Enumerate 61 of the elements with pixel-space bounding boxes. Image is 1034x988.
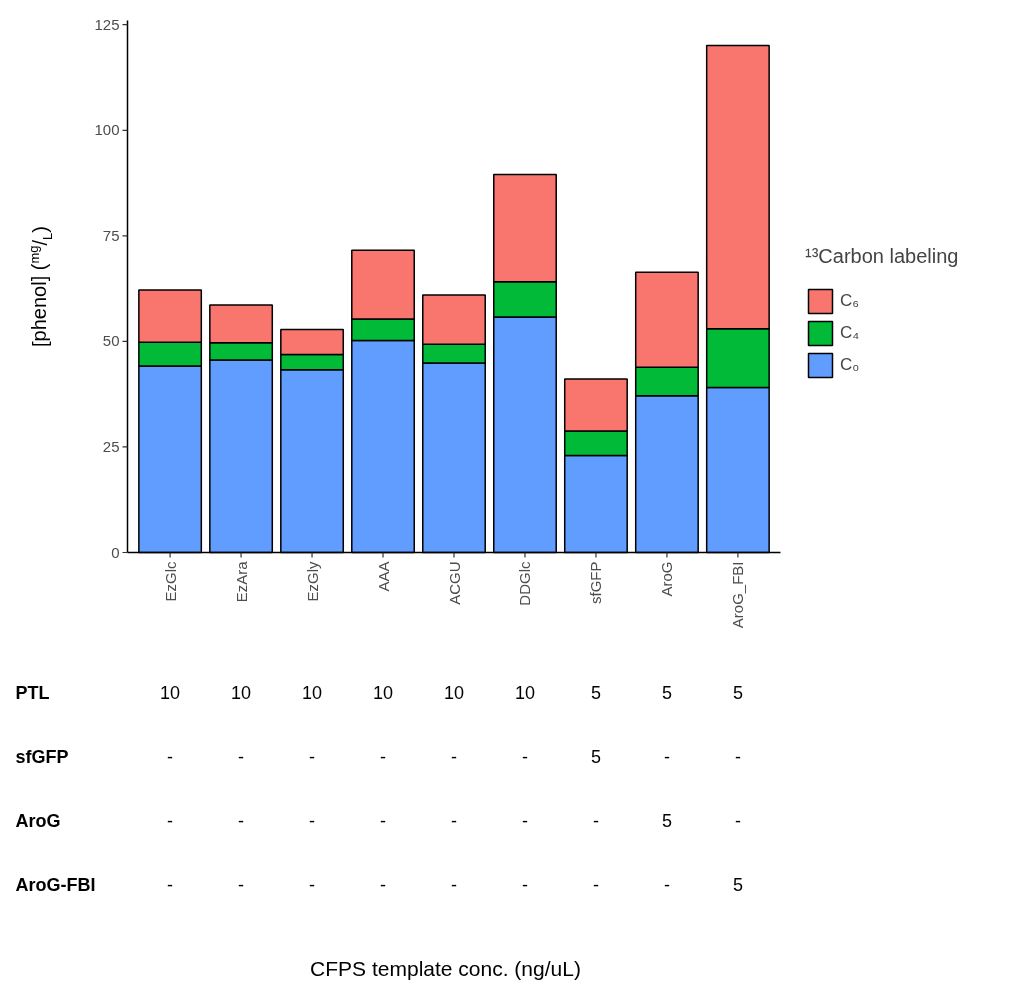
text: -: [521, 811, 528, 831]
text: 10: [231, 683, 252, 703]
text: -: [309, 747, 316, 767]
text: 5: [732, 683, 743, 703]
text: -: [309, 875, 316, 895]
x-tick-label: AroG: [658, 561, 676, 597]
text: -: [521, 875, 528, 895]
x-tick-label: ACGU: [445, 561, 463, 605]
text: 10: [160, 683, 181, 703]
text: -: [238, 875, 245, 895]
legend-label: C₄: [840, 323, 860, 343]
legend-label: C₀: [840, 355, 860, 375]
text: -: [380, 875, 387, 895]
text: PTL: [15, 682, 50, 703]
text: -: [380, 747, 387, 767]
text: 10: [514, 683, 535, 703]
text: -: [309, 811, 316, 831]
text: AroG: [15, 810, 61, 831]
text: -: [451, 875, 457, 895]
y-tick-label: 0: [111, 543, 120, 561]
text: 5: [590, 683, 601, 703]
text: -: [451, 747, 457, 767]
y-tick-label: 50: [102, 332, 120, 350]
text: -: [380, 811, 387, 831]
text: -: [238, 811, 245, 831]
y-axis-title: [phenol] (mg/L): [26, 226, 55, 347]
x-tick-label: AAA: [374, 561, 392, 592]
text: sfGFP: [15, 746, 69, 767]
legend-label: C₆: [840, 291, 860, 311]
text: 5: [732, 875, 743, 895]
text: -: [167, 747, 174, 767]
text: 5: [590, 747, 601, 767]
legend-title: ¹³Carbon labeling: [805, 245, 959, 268]
x-tick-label: DDGlc: [516, 561, 534, 606]
text: -: [167, 811, 174, 831]
text: -: [521, 747, 528, 767]
text: -: [734, 811, 741, 831]
text: 5: [661, 683, 672, 703]
y-tick-label: 25: [102, 437, 120, 455]
text: -: [167, 875, 174, 895]
text: CFPS template conc. (ng/uL): [310, 957, 581, 980]
x-tick-label: EzAra: [232, 560, 250, 603]
y-tick-label: 100: [94, 121, 120, 139]
text: 10: [373, 683, 394, 703]
x-tick-label: EzGly: [303, 561, 321, 602]
y-tick-label: 125: [94, 15, 120, 33]
text: -: [663, 747, 670, 767]
x-tick-label: EzGlc: [161, 561, 179, 602]
text: -: [663, 875, 670, 895]
text: 10: [302, 683, 323, 703]
text: 5: [661, 811, 672, 831]
y-tick-label: 75: [102, 226, 120, 244]
text: -: [734, 747, 741, 767]
text: -: [592, 811, 599, 831]
text: -: [592, 875, 599, 895]
text: 10: [443, 683, 465, 703]
text: -: [238, 747, 245, 767]
text: AroG-FBI: [15, 874, 96, 895]
text: -: [451, 811, 457, 831]
x-tick-label: AroG_FBI: [729, 561, 747, 629]
x-tick-label: sfGFP: [587, 561, 605, 604]
